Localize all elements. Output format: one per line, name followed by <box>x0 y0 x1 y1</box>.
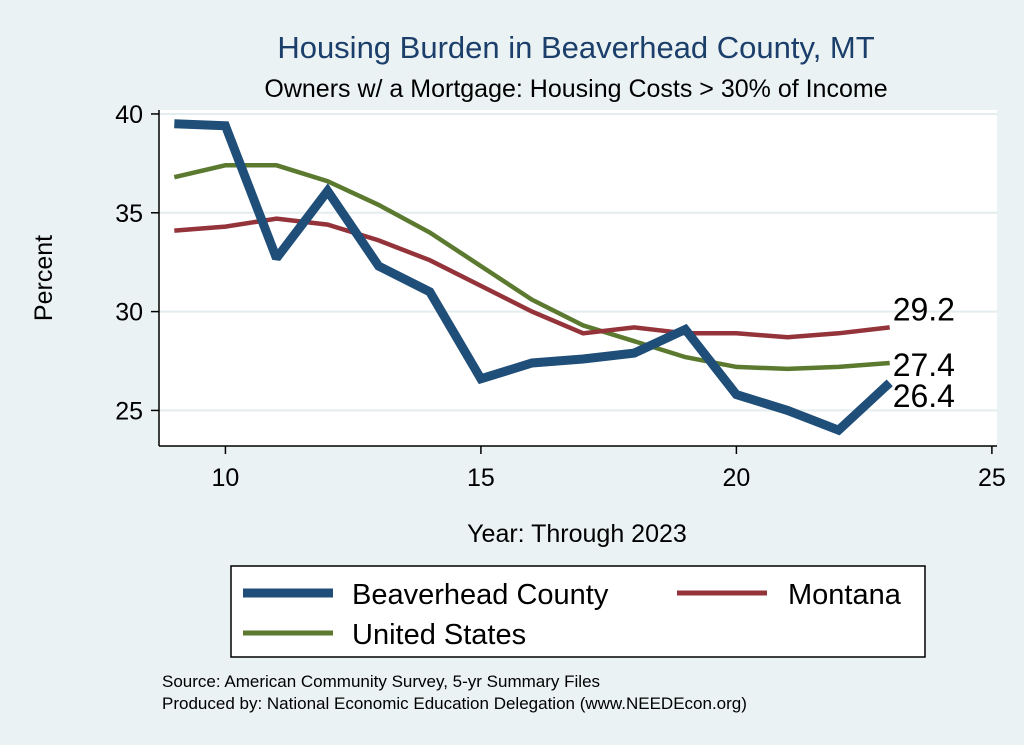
y-tick-label: 25 <box>115 397 143 425</box>
series-line-beaverhead <box>174 119 893 436</box>
series-line-united-states <box>173 163 890 372</box>
legend-label-united-states: United States <box>352 619 526 651</box>
end-label-montana: 29.2 <box>893 291 955 327</box>
end-label-united-states: 27.4 <box>893 347 955 383</box>
x-tick-label: 10 <box>212 464 240 492</box>
source-note: Source: American Community Survey, 5-yr … <box>162 672 600 691</box>
y-tick-label: 40 <box>115 101 143 129</box>
legend-label-montana: Montana <box>788 579 902 611</box>
x-tick-label: 20 <box>722 464 750 492</box>
legend-label-beaverhead: Beaverhead County <box>352 579 609 611</box>
y-ticks: 25 30 35 40 <box>115 101 159 425</box>
series-lines <box>173 119 893 436</box>
y-tick-label: 30 <box>115 299 143 327</box>
x-tick-label: 25 <box>978 464 1006 492</box>
x-tick-label: 15 <box>467 464 495 492</box>
plot-area <box>159 110 997 446</box>
series-line-montana <box>174 216 890 340</box>
x-axis-title: Year: Through 2023 <box>467 520 687 548</box>
end-label-beaverhead: 26.4 <box>893 378 955 414</box>
chart-title: Housing Burden in Beaverhead County, MT <box>277 30 874 65</box>
x-ticks: 10 15 20 25 <box>212 446 1006 492</box>
y-tick-label: 35 <box>115 200 143 228</box>
y-axis-title: Percent <box>30 235 58 321</box>
end-labels: 26.4 29.2 27.4 <box>893 291 955 413</box>
chart-subtitle: Owners w/ a Mortgage: Housing Costs > 30… <box>264 75 887 103</box>
legend <box>230 565 926 658</box>
produced-by-note: Produced by: National Economic Education… <box>162 694 747 713</box>
